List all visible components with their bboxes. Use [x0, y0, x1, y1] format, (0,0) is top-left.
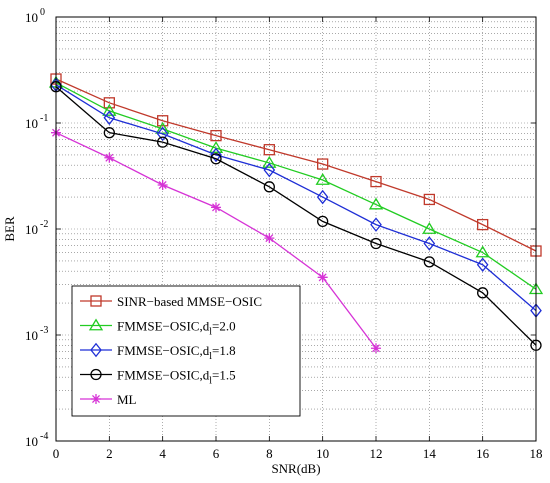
- y-tick-label-base: 10: [25, 328, 38, 343]
- y-tick-label-base: 10: [25, 434, 38, 449]
- legend-label-suffix: =2.0: [212, 319, 236, 334]
- legend-label: FMMSE−OSIC,dl=1.5: [117, 368, 236, 387]
- data-point-marker: [370, 237, 382, 250]
- y-tick-label: 10 -3: [25, 325, 48, 343]
- y-tick-label-exponent: -1: [40, 113, 48, 124]
- series-line: [55, 86, 537, 346]
- data-point-marker: [90, 295, 102, 307]
- data-point-marker: [103, 110, 116, 126]
- data-point-marker: [103, 97, 115, 109]
- data-point-marker: [263, 162, 276, 178]
- y-tick-label: 10 -2: [25, 219, 48, 237]
- y-tick-label-exponent: 0: [40, 7, 45, 18]
- legend-label-suffix: =1.5: [212, 368, 236, 383]
- legend-label-prefix: FMMSE−OSIC,d: [117, 319, 210, 334]
- x-axis-label: SNR(dB): [271, 461, 320, 476]
- series-line: [55, 78, 537, 252]
- x-tick-label: 0: [53, 446, 60, 461]
- x-tick-label: 14: [423, 446, 437, 461]
- legend-label-subscript: l: [209, 376, 212, 387]
- data-point-marker: [475, 245, 490, 258]
- data-point-marker: [316, 189, 329, 205]
- data-point-marker: [262, 155, 277, 168]
- data-point-marker: [210, 129, 222, 142]
- data-point-marker: [157, 180, 168, 191]
- data-point-marker: [477, 287, 489, 299]
- data-point-marker: [208, 141, 224, 153]
- y-tick-label: 10 -4: [25, 431, 48, 449]
- data-point-marker: [368, 197, 384, 210]
- data-point-marker: [264, 233, 275, 244]
- data-point-marker: [90, 342, 102, 358]
- data-point-marker: [210, 147, 222, 163]
- x-tick-label: 2: [106, 446, 113, 461]
- legend-label: FMMSE−OSIC,dl=1.8: [117, 343, 236, 362]
- legend-label-prefix: FMMSE−OSIC,d: [117, 343, 210, 358]
- y-axis-label: BER: [2, 216, 17, 242]
- y-tick-label-exponent: -4: [40, 431, 48, 442]
- y-tick-label-base: 10: [25, 222, 38, 237]
- data-point-marker: [88, 318, 104, 331]
- data-point-marker: [317, 158, 329, 170]
- data-point-marker: [423, 193, 435, 206]
- legend-label: SINR−based MMSE−OSIC: [117, 294, 262, 309]
- legend-label-subscript: l: [209, 351, 212, 362]
- y-tick-label: 10 -1: [25, 113, 48, 131]
- plot-frame: [55, 16, 537, 442]
- legend-entry: FMMSE−OSIC,dl=2.0: [80, 318, 236, 338]
- y-tick-label-base: 10: [25, 116, 38, 131]
- y-tick-label-exponent: -2: [40, 219, 48, 230]
- data-point-marker: [104, 152, 115, 163]
- x-tick-label: 18: [530, 446, 543, 461]
- legend-entry: ML: [80, 392, 137, 407]
- x-tick-label: 4: [159, 446, 166, 461]
- data-point-marker: [423, 236, 436, 251]
- data-point-marker: [477, 218, 489, 231]
- legend-label-prefix: FMMSE−OSIC,d: [117, 368, 210, 383]
- y-tick-label-base: 10: [25, 10, 38, 25]
- data-point-marker: [422, 221, 437, 234]
- data-point-marker: [263, 181, 275, 193]
- data-point-marker: [317, 215, 329, 228]
- data-point-marker: [156, 126, 169, 142]
- data-point-marker: [423, 256, 435, 268]
- data-point-marker: [370, 175, 382, 188]
- legend-entry: FMMSE−OSIC,dl=1.8: [80, 342, 236, 362]
- data-point-marker: [90, 368, 102, 381]
- data-point-marker: [370, 217, 382, 232]
- data-point-marker: [211, 202, 221, 213]
- series-0: [50, 73, 542, 257]
- series-line: [55, 84, 537, 312]
- data-point-marker: [102, 103, 117, 116]
- legend-label: FMMSE−OSIC,dl=2.0: [117, 319, 236, 338]
- data-point-marker: [315, 172, 330, 185]
- x-tick-label: 6: [213, 446, 220, 461]
- data-point-marker: [91, 394, 101, 404]
- legend-entry: FMMSE−OSIC,dl=1.5: [80, 368, 236, 387]
- data-point-marker: [317, 272, 328, 283]
- data-point-marker: [263, 144, 275, 156]
- legend: SINR−based MMSE−OSICFMMSE−OSIC,dl=2.0FMM…: [71, 285, 301, 417]
- y-tick-label-exponent: -3: [40, 325, 48, 336]
- data-point-marker: [157, 115, 169, 127]
- data-point-marker: [155, 121, 170, 134]
- data-point-marker: [371, 343, 381, 354]
- legend-label-subscript: l: [209, 327, 212, 338]
- series-line: [55, 82, 537, 290]
- data-point-marker: [210, 153, 222, 165]
- legend-label-suffix: =1.8: [212, 343, 236, 358]
- y-tick-label: 10 0: [25, 7, 45, 25]
- legend-box: [71, 285, 301, 417]
- legend-label: ML: [117, 392, 137, 407]
- data-point-marker: [476, 257, 489, 273]
- data-point-marker: [157, 136, 169, 148]
- x-tick-label: 8: [266, 446, 273, 461]
- x-tick-label: 10: [316, 446, 329, 461]
- x-tick-label: 12: [370, 446, 383, 461]
- legend-entry: SINR−based MMSE−OSIC: [80, 294, 262, 309]
- data-point-marker: [103, 127, 115, 139]
- x-tick-label: 16: [476, 446, 490, 461]
